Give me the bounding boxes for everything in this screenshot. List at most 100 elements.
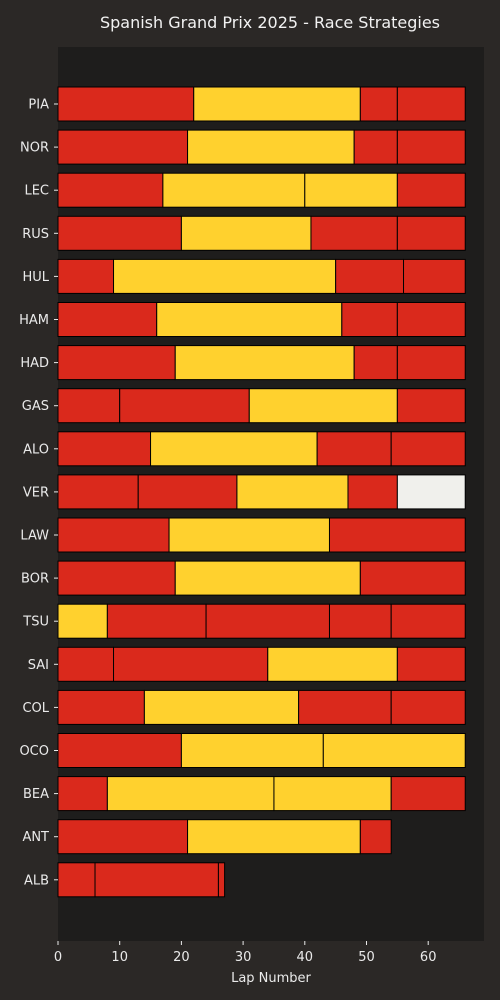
stint-bar-ham-1 bbox=[57, 302, 158, 337]
stint-bar-gas-2 bbox=[119, 388, 250, 424]
stint-bar-oco-3 bbox=[322, 733, 466, 768]
stint-bar-ver-5 bbox=[396, 474, 466, 510]
stint-bar-gas-4 bbox=[396, 388, 466, 424]
x-tick-label: 20 bbox=[173, 950, 190, 965]
y-tick-label: BEA bbox=[23, 787, 49, 802]
y-axis: PIA NOR LEC RUS HUL HAM HAD GAS ALO VER LAW BOR TSU S… bbox=[19, 98, 58, 888]
stint-bar-rus-3 bbox=[310, 215, 398, 251]
stint-bar-col-1 bbox=[57, 689, 145, 725]
stint-bar-had-1 bbox=[57, 345, 176, 381]
chart-title: Spanish Grand Prix 2025 - Race Strategie… bbox=[100, 13, 440, 32]
y-tick-label: ANT bbox=[22, 830, 49, 845]
stint-bar-pia-1 bbox=[57, 86, 195, 122]
y-tick-label: ALB bbox=[24, 873, 49, 888]
stint-bar-had-3 bbox=[353, 345, 398, 381]
stint-bar-tsu-5 bbox=[390, 603, 466, 639]
stint-bar-ver-2 bbox=[137, 474, 238, 510]
stint-bar-ham-4 bbox=[396, 302, 466, 337]
stint-bar-ham-2 bbox=[156, 302, 343, 337]
x-axis-label: Lap Number bbox=[231, 971, 311, 986]
stint-bar-sai-3 bbox=[267, 646, 398, 682]
stint-bars bbox=[57, 86, 466, 898]
stint-bar-tsu-3 bbox=[205, 603, 330, 639]
stint-bar-nor-3 bbox=[353, 129, 398, 165]
stint-bar-law-1 bbox=[57, 517, 170, 553]
x-tick-label: 60 bbox=[420, 950, 437, 965]
stint-bar-oco-2 bbox=[180, 733, 324, 768]
stint-bar-lec-4 bbox=[396, 172, 466, 208]
stint-bar-alo-4 bbox=[390, 431, 466, 467]
y-tick-label: COL bbox=[22, 701, 49, 716]
stint-bar-alo-1 bbox=[57, 431, 152, 467]
stint-bar-ver-1 bbox=[57, 474, 139, 510]
y-tick-label: RUS bbox=[22, 227, 49, 242]
y-tick-label: BOR bbox=[21, 572, 49, 587]
stint-bar-bea-1 bbox=[57, 776, 108, 812]
stint-bar-bea-3 bbox=[273, 776, 392, 812]
stint-bar-nor-4 bbox=[396, 129, 466, 165]
stint-bar-alo-2 bbox=[150, 431, 318, 467]
stint-bar-bor-1 bbox=[57, 560, 176, 596]
stint-bar-had-2 bbox=[174, 345, 355, 381]
stint-bar-lec-1 bbox=[57, 172, 164, 208]
stint-bar-tsu-2 bbox=[106, 603, 207, 639]
stint-bar-rus-2 bbox=[180, 215, 312, 251]
stint-bar-pia-2 bbox=[193, 86, 361, 122]
y-tick-label: VER bbox=[23, 485, 49, 500]
stint-bar-pia-4 bbox=[396, 86, 466, 122]
y-tick-label: HUL bbox=[22, 270, 49, 285]
y-tick-label: HAM bbox=[19, 313, 49, 328]
stint-bar-sai-1 bbox=[57, 646, 115, 682]
y-tick-label: LAW bbox=[20, 529, 49, 544]
stint-bar-hul-3 bbox=[335, 258, 405, 294]
y-tick-label: PIA bbox=[28, 98, 49, 113]
stint-bar-gas-3 bbox=[248, 388, 398, 424]
stint-bar-lec-2 bbox=[162, 172, 306, 208]
stint-bar-alo-3 bbox=[316, 431, 392, 467]
stint-bar-bor-3 bbox=[359, 560, 466, 596]
y-tick-label: ALO bbox=[23, 442, 49, 457]
y-tick-label: TSU bbox=[22, 615, 49, 630]
stint-bar-ver-4 bbox=[347, 474, 398, 510]
y-tick-label: HAD bbox=[20, 356, 49, 371]
y-tick-label: LEC bbox=[24, 184, 49, 199]
x-tick-label: 10 bbox=[111, 950, 128, 965]
x-axis: 0 10 20 30 40 50 60 bbox=[54, 941, 437, 965]
stint-bar-ant-3 bbox=[359, 819, 392, 855]
stint-bar-nor-1 bbox=[57, 129, 189, 165]
x-tick-label: 30 bbox=[235, 950, 252, 965]
stint-bar-ver-3 bbox=[236, 474, 349, 510]
stint-bar-alb-1 bbox=[57, 862, 96, 898]
stint-bar-hul-2 bbox=[113, 258, 337, 294]
x-tick-label: 40 bbox=[297, 950, 314, 965]
x-tick-label: 50 bbox=[358, 950, 375, 965]
stint-bar-ant-2 bbox=[187, 819, 361, 855]
stint-bar-sai-2 bbox=[113, 646, 269, 682]
stint-bar-gas-1 bbox=[57, 388, 121, 424]
stint-bar-bea-2 bbox=[106, 776, 275, 812]
stint-bar-nor-2 bbox=[187, 129, 355, 165]
stint-bar-law-2 bbox=[168, 517, 330, 553]
stint-bar-hul-4 bbox=[403, 258, 466, 294]
y-tick-label: NOR bbox=[20, 141, 49, 156]
stint-bar-law-3 bbox=[328, 517, 466, 553]
stint-bar-pia-3 bbox=[359, 86, 398, 122]
stint-bar-col-4 bbox=[390, 689, 466, 725]
stint-bar-rus-4 bbox=[396, 215, 466, 251]
x-tick-label: 0 bbox=[54, 950, 62, 965]
stint-bar-ham-3 bbox=[341, 302, 398, 337]
stint-bar-oco-1 bbox=[57, 733, 182, 768]
stint-bar-sai-4 bbox=[396, 646, 466, 682]
stint-bar-tsu-4 bbox=[328, 603, 392, 639]
y-tick-label: OCO bbox=[19, 744, 49, 759]
stint-bar-lec-3 bbox=[304, 172, 398, 208]
stint-bar-ant-1 bbox=[57, 819, 189, 855]
stint-bar-col-2 bbox=[143, 689, 300, 725]
stint-bar-alb-3 bbox=[217, 862, 226, 898]
stint-bar-hul-1 bbox=[57, 258, 115, 294]
stint-bar-tsu-1 bbox=[57, 603, 108, 639]
stint-bar-rus-1 bbox=[57, 215, 182, 251]
stint-bar-bor-2 bbox=[174, 560, 361, 596]
stint-bar-bea-4 bbox=[390, 776, 466, 812]
